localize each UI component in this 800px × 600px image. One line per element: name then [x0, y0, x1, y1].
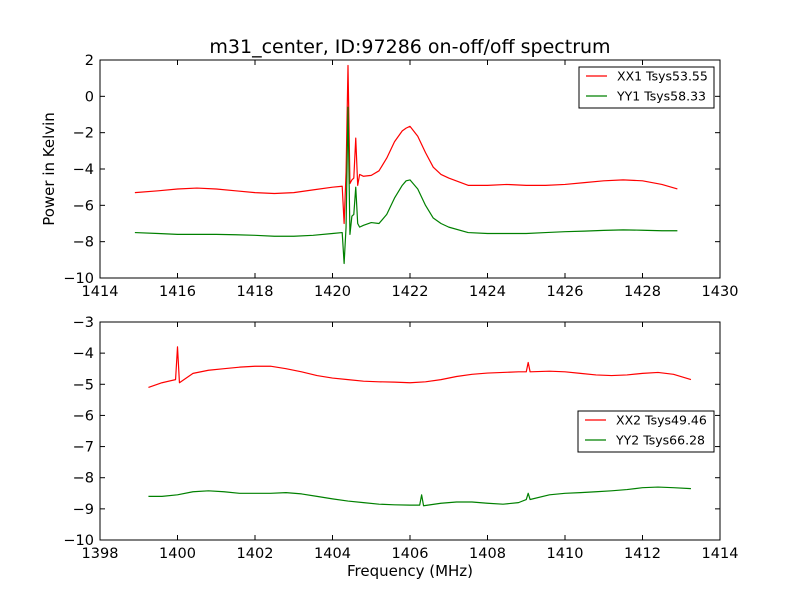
y-tick-label: −7: [73, 440, 94, 456]
x-tick-label: 1424: [469, 284, 506, 300]
x-tick-label: 1422: [392, 284, 429, 300]
legend-box: [578, 66, 715, 109]
x-axis-label: Frequency (MHz): [347, 562, 473, 580]
y-tick-label: −6: [73, 198, 94, 214]
y-tick-label: −5: [73, 377, 94, 393]
x-tick-label: 1416: [159, 284, 196, 300]
x-tick-label: 1410: [547, 546, 584, 562]
x-tick-label: 1418: [237, 284, 274, 300]
bottom-panel: 1398 1400 1402 1404 1406 1408 1410 1412 1414 −10 −…: [63, 315, 738, 580]
y-tick-label: −4: [73, 346, 94, 362]
x-tick-label: 1406: [392, 546, 429, 562]
x-tick-label: 1430: [702, 284, 739, 300]
x-tick-label: 1398: [82, 546, 119, 562]
top-panel: 1414 1416 1418 1420 1422 1424 1426 1428 1430 −10 −…: [40, 53, 738, 300]
series-line-1: [134, 64, 678, 225]
x-tick-label: 1412: [624, 546, 661, 562]
y-tick-label: 2: [85, 53, 94, 69]
x-tick-label: 1408: [469, 546, 506, 562]
series-line-1: [148, 346, 692, 388]
legend-box: [577, 410, 715, 453]
legend-label-1: XX2 Tsys49.46: [616, 413, 707, 428]
x-tick-label: 1402: [237, 546, 274, 562]
y-axis-label: Power in Kelvin: [40, 112, 58, 226]
x-tick-label: 1426: [547, 284, 584, 300]
y-tick-label: 0: [85, 89, 94, 105]
x-tick-label: 1414: [702, 546, 739, 562]
legend-label-1: XX1 Tsys53.55: [617, 69, 708, 84]
x-tick-label: 1400: [159, 546, 196, 562]
figure-title: m31_center, ID:97286 on-off/off spectrum: [209, 36, 610, 58]
series-line-2: [148, 486, 691, 507]
x-tick-label: 1420: [314, 284, 351, 300]
series-line-2: [134, 106, 678, 265]
y-tick-label: −6: [73, 408, 94, 424]
legend: XX1 Tsys53.55 YY1 Tsys58.33: [578, 66, 715, 109]
x-tick-label: 1428: [624, 284, 661, 300]
y-tick-label: −4: [73, 162, 94, 178]
legend-label-2: YY1 Tsys58.33: [616, 89, 706, 104]
y-tick-label: −10: [63, 533, 94, 549]
y-tick-label: −10: [63, 271, 94, 287]
x-tick-label: 1404: [314, 546, 351, 562]
x-tick-label: 1414: [82, 284, 119, 300]
y-tick-label: −3: [73, 315, 94, 331]
y-tick-label: −9: [73, 502, 94, 518]
y-tick-label: −8: [73, 235, 94, 251]
y-tick-label: −2: [73, 126, 94, 142]
legend-label-2: YY2 Tsys66.28: [615, 433, 705, 448]
legend: XX2 Tsys49.46 YY2 Tsys66.28: [577, 410, 715, 453]
y-tick-label: −8: [73, 471, 94, 487]
